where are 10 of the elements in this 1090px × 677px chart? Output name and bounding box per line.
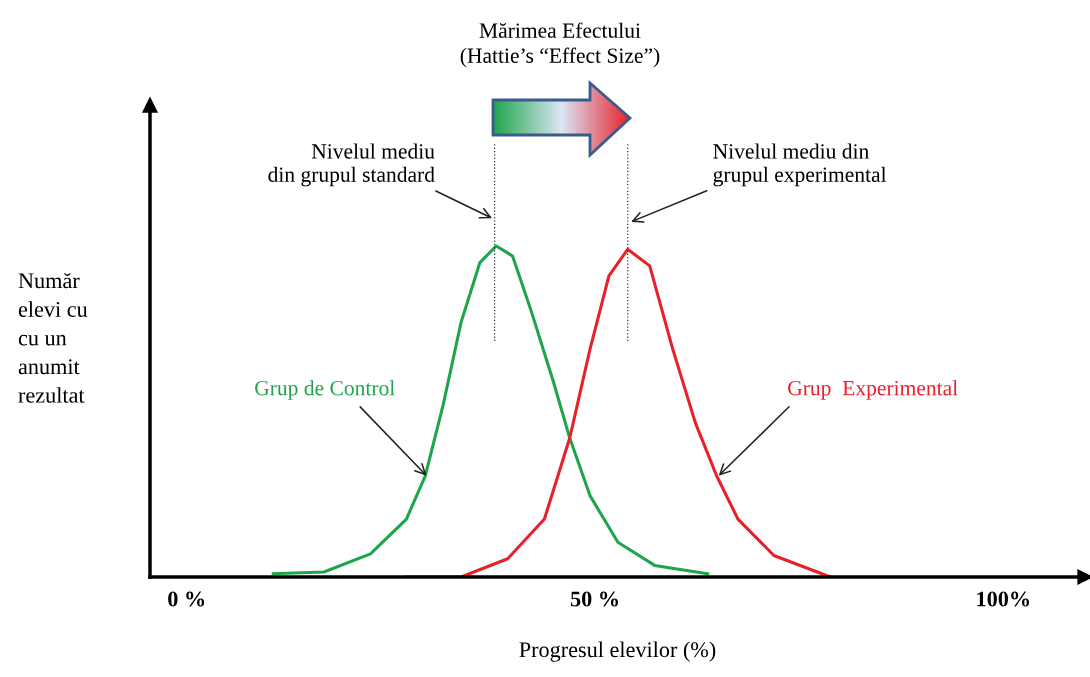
x-axis-title: Progresul elevilor (%) — [519, 641, 716, 662]
annotation: Grup Experimental — [788, 380, 958, 400]
annotation: Grup de Control — [255, 380, 395, 400]
chart-title: Mărimea Efectului (Hattie’s “Effect Size”) — [460, 22, 660, 68]
annotation: Nivelul mediu din grupul experimental — [713, 143, 887, 187]
x-tick-label: 0 % — [168, 591, 205, 607]
y-axis-title: Număr elevi cu cu un anumit rezultat — [18, 272, 88, 403]
x-tick-label: 50 % — [570, 591, 618, 607]
x-tick-label: 100% — [977, 591, 1030, 607]
annotation: Nivelul mediu din grupul standard — [268, 143, 435, 187]
